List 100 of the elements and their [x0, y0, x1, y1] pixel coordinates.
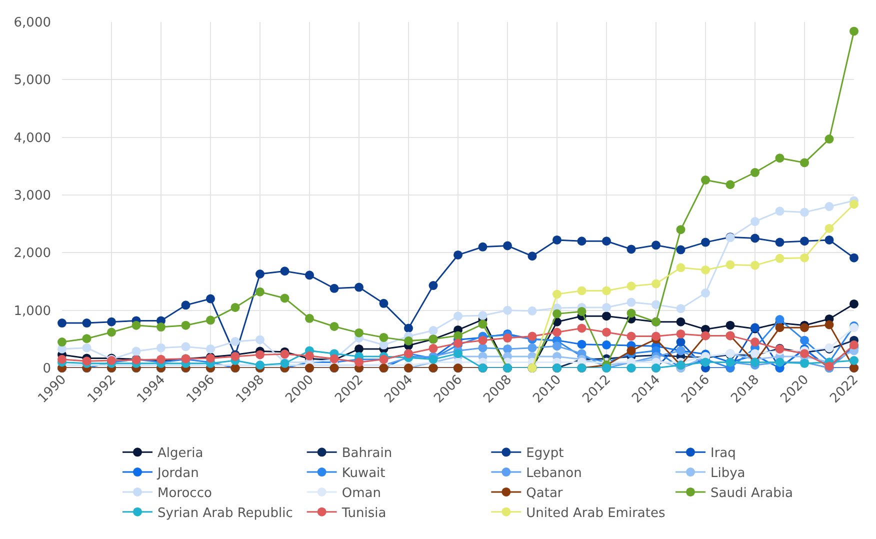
- point: [626, 308, 636, 318]
- point: [132, 320, 141, 330]
- point: [602, 286, 611, 296]
- point: [824, 202, 834, 212]
- point: [626, 282, 636, 291]
- legend-label: Oman: [342, 486, 381, 502]
- point: [156, 343, 166, 352]
- point: [577, 286, 586, 296]
- point: [503, 334, 512, 343]
- point: [800, 208, 809, 217]
- point: [750, 260, 760, 270]
- point: [676, 329, 686, 338]
- point: [503, 241, 512, 250]
- point: [824, 134, 834, 144]
- point: [454, 312, 462, 321]
- point: [428, 326, 438, 336]
- point: [577, 340, 586, 349]
- point: [107, 317, 116, 326]
- point: [750, 217, 760, 226]
- point: [280, 350, 290, 359]
- point: [478, 242, 488, 252]
- point: [850, 356, 858, 365]
- legend-label: Syrian Arab Republic: [158, 506, 293, 521]
- point: [626, 298, 636, 307]
- point: [652, 279, 660, 288]
- point: [528, 252, 537, 261]
- point: [280, 294, 290, 303]
- point: [354, 282, 364, 292]
- legend-label: Algeria: [158, 446, 204, 462]
- y-tick-label: 5,000: [14, 73, 51, 88]
- point: [577, 324, 586, 333]
- point: [428, 281, 438, 290]
- point: [726, 180, 735, 190]
- point: [503, 306, 512, 315]
- point: [256, 287, 264, 296]
- point: [230, 302, 240, 312]
- point: [181, 342, 190, 352]
- point: [676, 263, 686, 272]
- point: [676, 304, 686, 314]
- point: [454, 331, 462, 340]
- y-tick-label: 6,000: [14, 16, 51, 31]
- legend-label: Lebanon: [526, 466, 582, 482]
- point: [478, 320, 488, 329]
- point: [824, 320, 834, 330]
- point: [206, 344, 215, 354]
- point: [379, 340, 388, 350]
- point: [750, 234, 760, 243]
- point: [626, 346, 636, 356]
- point: [280, 266, 290, 276]
- point: [824, 235, 834, 244]
- point: [652, 300, 660, 310]
- legend-label: Morocco: [158, 486, 212, 502]
- point: [750, 168, 760, 178]
- point: [404, 336, 413, 346]
- point: [800, 336, 809, 345]
- point: [552, 235, 562, 244]
- point: [58, 318, 66, 328]
- point: [800, 323, 809, 332]
- point: [478, 311, 488, 320]
- point: [305, 314, 314, 323]
- point: [58, 354, 66, 364]
- point: [305, 270, 314, 280]
- legend-label: United Arab Emirates: [526, 506, 666, 521]
- point: [602, 302, 611, 312]
- point: [676, 317, 686, 326]
- point: [454, 250, 462, 260]
- point: [701, 176, 710, 185]
- point: [800, 158, 809, 168]
- point: [181, 300, 190, 310]
- point: [478, 343, 488, 352]
- point: [701, 238, 710, 247]
- point: [850, 253, 858, 262]
- point: [552, 309, 562, 318]
- point: [750, 338, 760, 347]
- point: [577, 306, 586, 316]
- point: [775, 206, 784, 216]
- point: [156, 322, 166, 332]
- legend-label: Tunisia: [340, 506, 386, 521]
- y-tick-label: 1,000: [14, 304, 51, 319]
- point: [577, 236, 586, 246]
- point: [800, 253, 809, 262]
- point: [330, 284, 339, 293]
- point: [775, 315, 784, 324]
- point: [552, 342, 562, 351]
- point: [602, 312, 611, 321]
- point: [354, 344, 364, 354]
- legend-label: Iraq: [710, 446, 736, 462]
- point: [552, 290, 562, 299]
- point: [107, 328, 116, 337]
- point: [132, 346, 141, 356]
- point: [626, 332, 636, 341]
- point: [330, 322, 339, 331]
- point: [726, 320, 735, 330]
- point: [256, 270, 264, 278]
- y-tick-label: 0: [42, 362, 51, 377]
- legend-label: Saudi Arabia: [710, 486, 793, 502]
- legend-label: Bahrain: [342, 446, 392, 462]
- point: [181, 320, 190, 330]
- point: [775, 323, 784, 332]
- y-tick-label: 2,000: [14, 246, 51, 262]
